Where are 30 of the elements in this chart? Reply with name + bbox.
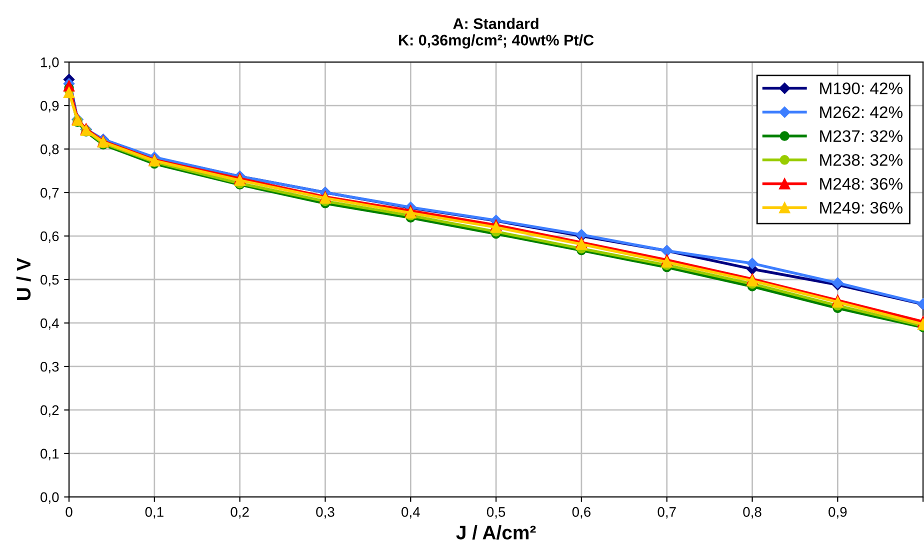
- y-tick-label: 0,7: [40, 188, 59, 200]
- legend-label: M238: 32%: [820, 154, 902, 166]
- y-tick-label: 0,6: [40, 231, 59, 243]
- x-tick-label: 0,2: [230, 507, 249, 519]
- y-tick-label: 0,1: [40, 448, 59, 460]
- legend-label: M262: 42%: [820, 106, 902, 118]
- y-tick-label: 0,5: [40, 274, 59, 286]
- y-tick-label: 0,4: [40, 318, 59, 330]
- legend-label: M249: 36%: [820, 202, 902, 214]
- y-axis-title: U / V: [16, 258, 31, 300]
- y-tick-label: 0,9: [40, 100, 59, 112]
- chart-title: A: Standard K: 0,36mg/cm²; 40wt% Pt/C: [399, 18, 594, 49]
- x-tick-label: 0,6: [572, 507, 590, 519]
- legend-label: M248: 36%: [820, 178, 902, 190]
- y-tick-label: 0,0: [40, 492, 59, 504]
- x-tick-label: 0,7: [658, 507, 676, 519]
- y-tick-label: 0,3: [40, 362, 59, 374]
- x-tick-label: 0: [66, 507, 72, 517]
- x-tick-label: 0,1: [145, 507, 164, 519]
- x-tick-label: 0,3: [316, 507, 334, 519]
- y-tick-label: 0,8: [40, 144, 59, 156]
- x-tick-label: 0,8: [743, 507, 762, 519]
- x-tick-label: 0,9: [828, 507, 847, 519]
- legend-label: M190: 42%: [820, 82, 902, 94]
- legend-label: M237: 32%: [820, 130, 902, 142]
- x-tick-label: 0,4: [402, 507, 420, 519]
- y-tick-label: 1,0: [41, 57, 59, 69]
- y-tick-label: 0,2: [40, 405, 59, 417]
- x-axis-title: J / A/cm²: [456, 525, 536, 540]
- x-tick-label: 0,5: [486, 507, 506, 519]
